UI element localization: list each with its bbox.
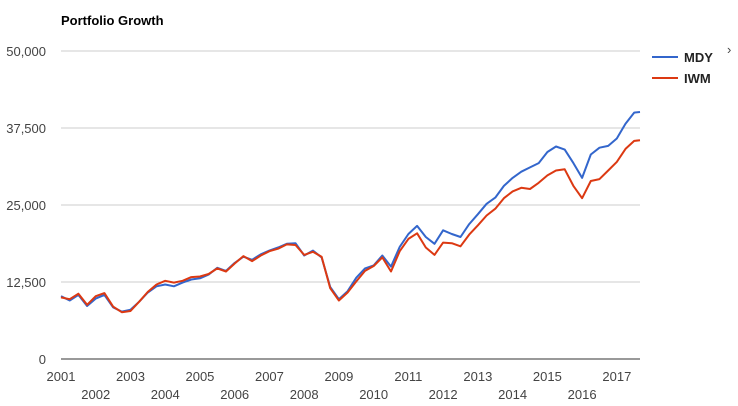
y-tick-label: 0 xyxy=(39,352,46,367)
x-tick-label: 2002 xyxy=(81,387,110,402)
x-tick-label: 2013 xyxy=(463,369,492,384)
x-tick-label: 2008 xyxy=(290,387,319,402)
x-tick-label: 2014 xyxy=(498,387,527,402)
x-tick-label: 2012 xyxy=(429,387,458,402)
legend-item-mdy[interactable]: MDY xyxy=(652,50,713,65)
x-tick-label: 2007 xyxy=(255,369,284,384)
x-tick-label: 2017 xyxy=(602,369,631,384)
series-line-mdy[interactable] xyxy=(60,111,641,313)
x-tick-label: 2004 xyxy=(151,387,180,402)
y-tick-label: 50,000 xyxy=(6,44,46,59)
x-tick-label: 2011 xyxy=(394,369,422,384)
x-tick-label: 2003 xyxy=(116,369,145,384)
x-tick-label: 2009 xyxy=(324,369,353,384)
chart-title: Portfolio Growth xyxy=(61,13,164,28)
y-tick-label: 37,500 xyxy=(6,121,46,136)
x-tick-label: 2015 xyxy=(533,369,562,384)
y-axis-ticks: 0 12,500 25,000 37,500 50,000 xyxy=(6,44,46,367)
legend-item-iwm[interactable]: IWM xyxy=(652,71,711,86)
x-tick-label: 2001 xyxy=(47,369,76,384)
x-tick-label: 2010 xyxy=(359,387,388,402)
x-tick-label: 2016 xyxy=(568,387,597,402)
series-line-iwm[interactable] xyxy=(60,139,641,314)
x-axis-ticks: 2001 2003 2005 2007 2009 2011 2013 2015 2017 2002… xyxy=(47,369,632,402)
legend-label-mdy: MDY xyxy=(684,50,713,65)
series-lines xyxy=(60,111,641,314)
x-tick-label: 2005 xyxy=(185,369,214,384)
x-tick-label: 2006 xyxy=(220,387,249,402)
gridlines xyxy=(61,50,640,360)
y-tick-label: 12,500 xyxy=(6,275,46,290)
legend-more-icon[interactable]: › xyxy=(727,42,731,57)
legend: MDY IWM › xyxy=(652,42,731,86)
y-tick-label: 25,000 xyxy=(6,198,46,213)
legend-label-iwm: IWM xyxy=(684,71,711,86)
